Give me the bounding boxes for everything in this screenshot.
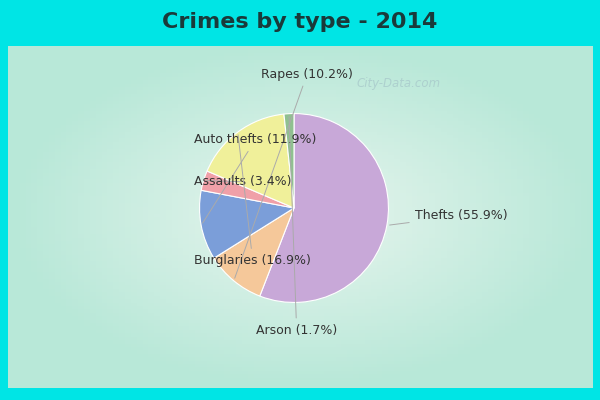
Wedge shape [260,114,388,302]
Text: Thefts (55.9%): Thefts (55.9%) [389,209,508,225]
Wedge shape [201,171,294,208]
Text: Assaults (3.4%): Assaults (3.4%) [194,175,292,188]
Text: Rapes (10.2%): Rapes (10.2%) [235,68,353,278]
Wedge shape [284,114,294,208]
Text: Auto thefts (11.9%): Auto thefts (11.9%) [194,133,317,223]
Text: Arson (1.7%): Arson (1.7%) [256,116,337,336]
Text: City-Data.com: City-Data.com [357,77,441,90]
Wedge shape [200,190,294,258]
Wedge shape [214,208,294,296]
Wedge shape [207,114,294,208]
Text: Crimes by type - 2014: Crimes by type - 2014 [163,12,437,32]
Text: Burglaries (16.9%): Burglaries (16.9%) [194,135,311,267]
